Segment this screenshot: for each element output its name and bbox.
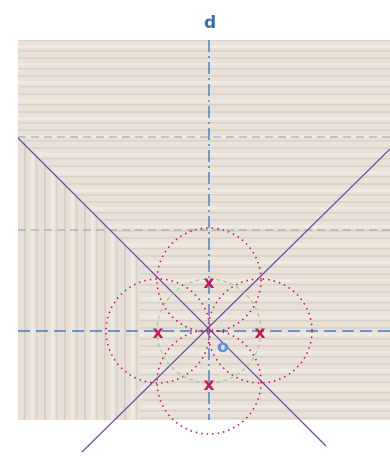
diagonal-line-right [81, 148, 390, 453]
cross-mark-right: x [255, 323, 266, 343]
axis-d-label: d [204, 13, 216, 33]
dotted-circle-top [156, 227, 262, 333]
dotted-circle-right [207, 278, 313, 384]
cross-mark-left: x [153, 323, 164, 343]
center-o-label: o [217, 337, 229, 357]
cross-mark-bottom: x [204, 375, 215, 395]
inner-dashed-circle [156, 278, 262, 384]
cross-mark-top: x [204, 273, 215, 293]
dotted-circle-bottom [156, 329, 262, 435]
diagonal-line-left [17, 137, 327, 447]
dotted-circle-left [105, 278, 211, 384]
